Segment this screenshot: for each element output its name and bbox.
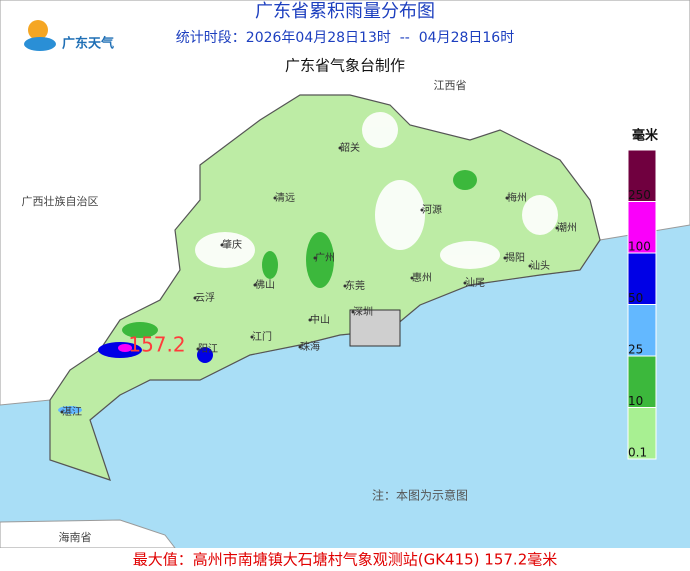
city-dot	[410, 276, 414, 280]
city-dot	[250, 335, 254, 339]
period: 统计时段：2026年04月28日13时 -- 04月28日16时	[176, 30, 514, 46]
city-label: 珠海	[300, 340, 320, 353]
city-label: 韶关	[340, 141, 360, 154]
rain-patches	[122, 170, 477, 338]
hk-box	[349, 309, 401, 347]
title: 广东省累积雨量分布图	[255, 1, 435, 22]
max-rain	[58, 342, 213, 414]
city-label: 汕头	[530, 260, 550, 272]
legend-unit: 毫米	[632, 128, 659, 144]
city-label: 河源	[422, 203, 442, 216]
city-label: 深圳	[353, 306, 373, 318]
city-dot	[503, 256, 507, 260]
producer: 广东省气象台制作	[285, 57, 405, 75]
city-dot	[463, 281, 467, 285]
city-label: 佛山	[255, 278, 275, 291]
legend-label: 10	[628, 394, 643, 408]
city-dot	[505, 196, 509, 200]
note: 注：本图为示意图	[372, 488, 468, 503]
legend-label: 25	[628, 343, 643, 357]
region-label: 江西省	[434, 79, 467, 92]
legend-swatch	[627, 149, 657, 202]
logo	[24, 20, 56, 51]
legend-label: 50	[628, 291, 643, 305]
city-dot	[196, 347, 200, 351]
city-dot	[193, 296, 197, 300]
city-dot	[528, 264, 532, 268]
region-label: 广西壮族自治区	[22, 194, 99, 208]
city-label: 东莞	[345, 279, 365, 292]
city-dot	[60, 410, 64, 414]
footer: 最大值：高州市南塘镇大石塘村气象观测站(GK415) 157.2毫米	[133, 551, 558, 569]
legend-swatch	[627, 252, 657, 305]
logo-text: 广东天气	[62, 36, 114, 52]
city-dot	[253, 283, 257, 287]
city-dot	[308, 318, 312, 322]
city-dot	[313, 256, 317, 260]
city-label: 肇庆	[222, 238, 242, 251]
city-label: 汕尾	[465, 277, 485, 289]
city-label: 惠州	[412, 271, 432, 284]
dry-areas	[195, 112, 558, 269]
city-dot	[351, 310, 355, 314]
city-label: 潮州	[557, 221, 577, 234]
city-label: 江门	[252, 330, 272, 343]
city-dot	[298, 345, 302, 349]
city-label: 湛江	[62, 406, 82, 418]
city-label: 梅州	[507, 191, 527, 204]
city-label: 揭阳	[505, 251, 525, 264]
footer-bg	[0, 548, 690, 571]
legend-swatch	[627, 304, 657, 357]
legend-swatch	[627, 407, 657, 460]
city-dot	[420, 208, 424, 212]
city-label: 中山	[310, 313, 330, 326]
city-dot	[555, 226, 559, 230]
city-label: 广州	[315, 252, 335, 264]
legend-label: 250	[628, 188, 651, 202]
legend-label: 100	[628, 240, 651, 254]
max-label: 157.2	[128, 333, 185, 357]
hainan	[0, 519, 177, 549]
legend-label: 0.1	[628, 446, 647, 460]
city-label: 阳江	[198, 343, 218, 355]
region-label: 海南省	[59, 530, 92, 544]
city-label: 云浮	[195, 292, 215, 304]
city-dot	[273, 196, 277, 200]
city-label: 清远	[275, 191, 295, 204]
legend-swatch	[627, 355, 657, 408]
city-dot	[338, 146, 342, 150]
city-dot	[220, 243, 224, 247]
city-dot	[343, 284, 347, 288]
